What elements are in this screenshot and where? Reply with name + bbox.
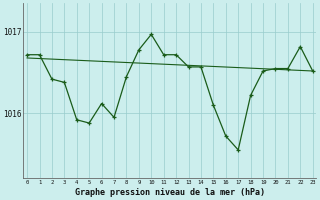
X-axis label: Graphe pression niveau de la mer (hPa): Graphe pression niveau de la mer (hPa) (75, 188, 265, 197)
